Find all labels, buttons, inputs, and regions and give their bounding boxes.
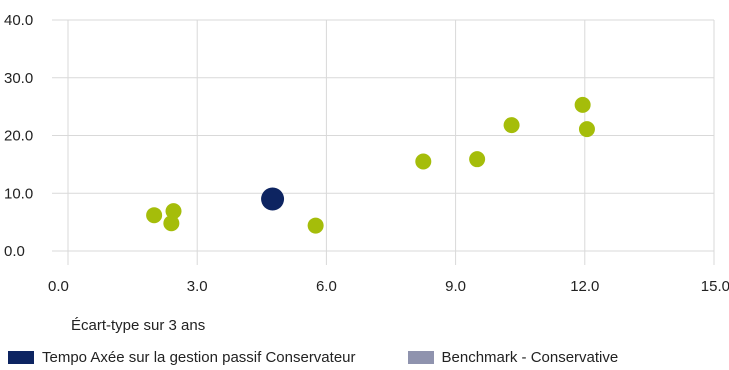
fund-point	[261, 187, 285, 211]
y-tick-label: 40.0	[4, 12, 33, 29]
peer-point	[307, 217, 324, 234]
y-tick-label: 20.0	[4, 128, 33, 145]
x-tick-label: 0.0	[48, 278, 69, 295]
legend-swatch-tempo	[8, 351, 34, 364]
x-tick-label: 15.0	[701, 278, 729, 295]
y-tick-label: 0.0	[4, 243, 25, 260]
legend-item-benchmark: Benchmark - Conservative	[407, 349, 619, 366]
legend-swatch-benchmark	[407, 351, 434, 364]
y-axis-ticks: 0.0 10.0 20.0 30.0 40.0	[4, 12, 33, 260]
x-tick-label: 9.0	[445, 278, 466, 295]
data-points	[146, 96, 595, 234]
y-tick-label: 10.0	[4, 185, 33, 202]
peer-point	[574, 96, 591, 113]
x-tick-label: 3.0	[187, 278, 208, 295]
peer-point	[163, 215, 180, 232]
peer-point	[578, 121, 595, 138]
legend-label-tempo: Tempo Axée sur la gestion passif Conserv…	[42, 349, 356, 366]
legend-label-benchmark: Benchmark - Conservative	[441, 349, 619, 366]
peer-point	[146, 207, 163, 224]
grid-lines	[52, 19, 715, 265]
legend: Tempo Axée sur la gestion passif Conserv…	[8, 349, 618, 366]
y-tick-label: 30.0	[4, 70, 33, 87]
x-tick-label: 12.0	[570, 278, 599, 295]
x-axis-title: Écart-type sur 3 ans	[71, 317, 205, 334]
peer-point	[503, 117, 520, 134]
legend-item-tempo: Tempo Axée sur la gestion passif Conserv…	[8, 349, 356, 366]
peer-point	[165, 203, 182, 220]
peer-point	[415, 153, 432, 170]
peer-point	[469, 151, 486, 168]
x-tick-label: 6.0	[316, 278, 337, 295]
x-axis-ticks: 0.0 3.0 6.0 9.0 12.0 15.0	[48, 278, 729, 295]
